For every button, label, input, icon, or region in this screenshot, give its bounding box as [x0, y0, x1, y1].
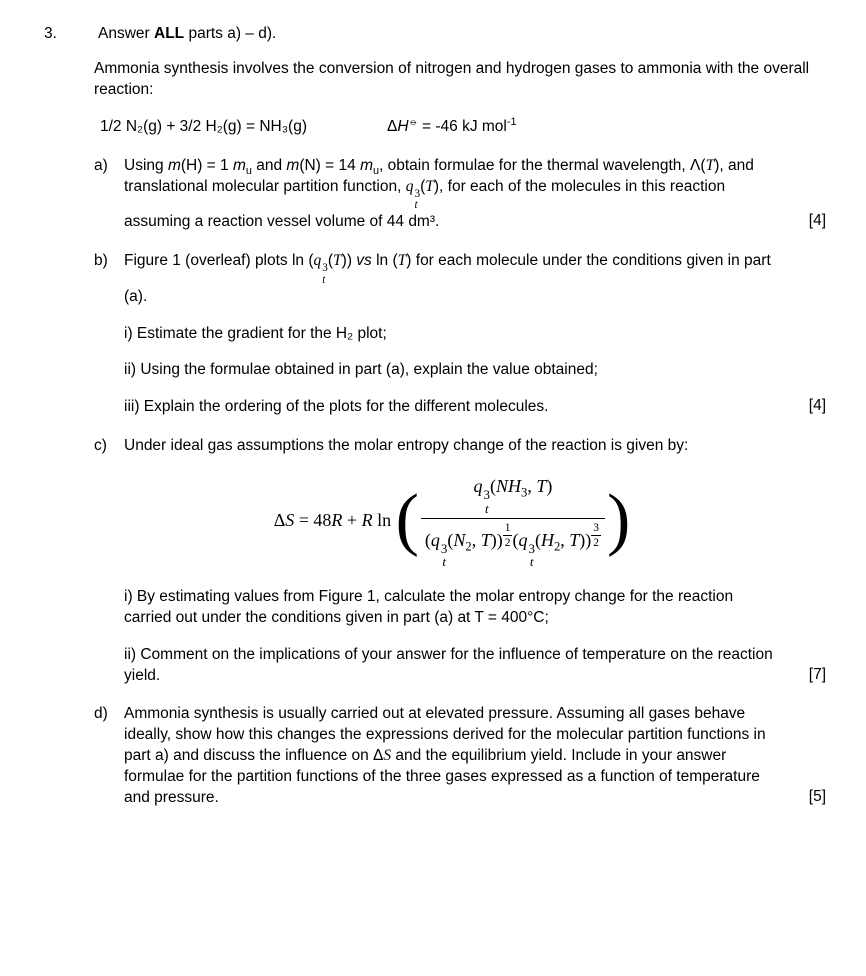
part-a-label: a): [94, 156, 124, 177]
part-c-intro: Under ideal gas assumptions the molar en…: [124, 436, 780, 457]
part-d-label: d): [94, 704, 124, 725]
part-d-marks: [5]: [780, 787, 826, 809]
part-b-i: i) Estimate the gradient for the H₂ plot…: [124, 324, 780, 345]
head-pre: Answer: [98, 25, 154, 42]
left-paren: (: [396, 488, 419, 551]
head-post: parts a) – d).: [184, 25, 276, 42]
parts-container: a) Using m(H) = 1 mu and m(N) = 14 mu, o…: [94, 156, 826, 809]
fraction-denominator: (q3t(N2, T))12(q3t(H2, T))32: [421, 519, 605, 569]
part-a-body: Using m(H) = 1 mu and m(N) = 14 mu, obta…: [124, 156, 780, 233]
part-b-iii: iii) Explain the ordering of the plots f…: [124, 397, 780, 418]
entropy-equation: ΔS = 48R + R ln ( q3t(NH3, T) (q3t(N2, T…: [124, 475, 780, 569]
part-d: d) Ammonia synthesis is usually carried …: [94, 704, 826, 809]
part-c-label: c): [94, 436, 124, 457]
reaction-rhs: ΔH⦵ = -46 kJ mol-1: [387, 117, 517, 138]
question-instruction: Answer ALL parts a) – d).: [98, 24, 276, 45]
exam-page: 3. Answer ALL parts a) – d). Ammonia syn…: [0, 0, 866, 976]
part-c-ii: ii) Comment on the implications of your …: [124, 645, 780, 687]
question-intro: Ammonia synthesis involves the conversio…: [94, 59, 826, 101]
fraction-numerator: q3t(NH3, T): [421, 475, 605, 518]
part-b-ii: ii) Using the formulae obtained in part …: [124, 360, 780, 381]
part-c-i: i) By estimating values from Figure 1, c…: [124, 587, 780, 629]
fraction: q3t(NH3, T) (q3t(N2, T))12(q3t(H2, T))32: [421, 475, 605, 569]
question-header: 3. Answer ALL parts a) – d).: [40, 24, 826, 45]
part-b: b) Figure 1 (overleaf) plots ln (q3t(T))…: [94, 251, 826, 418]
part-a: a) Using m(H) = 1 mu and m(N) = 14 mu, o…: [94, 156, 826, 233]
part-b-body: Figure 1 (overleaf) plots ln (q3t(T)) vs…: [124, 251, 780, 418]
part-b-marks: [4]: [780, 396, 826, 418]
part-a-marks: [4]: [780, 211, 826, 233]
big-fraction: ( q3t(NH3, T) (q3t(N2, T))12(q3t(H2, T))…: [396, 475, 631, 569]
part-c-body: Under ideal gas assumptions the molar en…: [124, 436, 780, 686]
reaction-lhs: 1/2 N₂(g) + 3/2 H₂(g) = NH₃(g): [100, 117, 307, 138]
question-number: 3.: [40, 24, 98, 45]
part-c: c) Under ideal gas assumptions the molar…: [94, 436, 826, 686]
part-b-intro: Figure 1 (overleaf) plots ln (q3t(T)) vs…: [124, 251, 780, 307]
head-bold: ALL: [154, 25, 184, 42]
right-paren: ): [607, 488, 630, 551]
reaction-equation: 1/2 N₂(g) + 3/2 H₂(g) = NH₃(g) ΔH⦵ = -46…: [100, 117, 826, 138]
part-c-marks: [7]: [780, 665, 826, 687]
part-b-label: b): [94, 251, 124, 272]
part-d-body: Ammonia synthesis is usually carried out…: [124, 704, 780, 809]
